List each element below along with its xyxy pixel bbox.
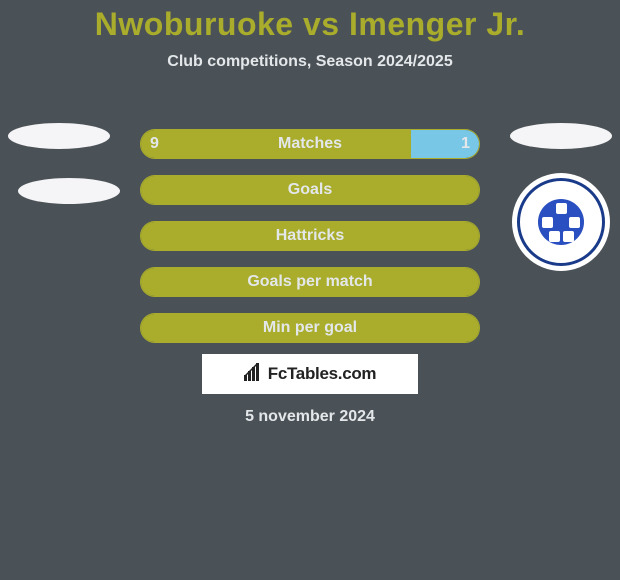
stat-bar-left [141, 130, 411, 158]
stat-bar-right [411, 130, 479, 158]
stat-row: Min per goal [0, 306, 620, 352]
stat-rows: Matches91GoalsHattricksGoals per matchMi… [0, 122, 620, 352]
stat-row: Matches91 [0, 122, 620, 168]
stat-bar-track [140, 129, 480, 159]
fctables-watermark: FcTables.com [202, 354, 418, 394]
stat-bar-track [140, 313, 480, 343]
stat-bar-left [141, 222, 479, 250]
stat-row: Hattricks [0, 214, 620, 260]
stat-bar-track [140, 267, 480, 297]
stat-row: Goals [0, 168, 620, 214]
stat-bar-left [141, 268, 479, 296]
comparison-card: Nwoburuoke vs Imenger Jr. Club competiti… [0, 0, 620, 580]
stat-row: Goals per match [0, 260, 620, 306]
stat-bar-track [140, 221, 480, 251]
stat-bar-left [141, 176, 479, 204]
date-label: 5 november 2024 [0, 408, 620, 426]
stat-bar-track [140, 175, 480, 205]
page-subtitle: Club competitions, Season 2024/2025 [0, 53, 620, 71]
page-title: Nwoburuoke vs Imenger Jr. [0, 0, 620, 43]
fctables-label: FcTables.com [268, 364, 377, 384]
stat-bar-left [141, 314, 479, 342]
bars-icon [244, 363, 264, 386]
